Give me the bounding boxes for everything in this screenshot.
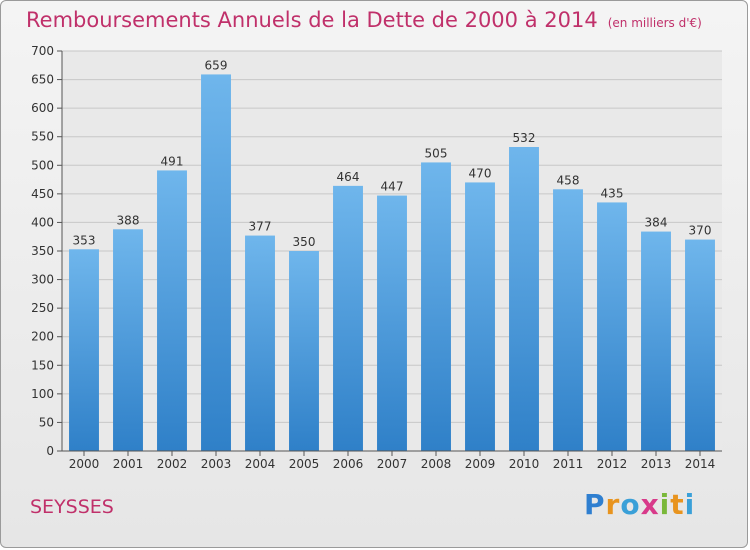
bar-value-label: 435 [601, 186, 624, 200]
bar-value-label: 447 [381, 180, 404, 194]
brand-letter: P [584, 488, 606, 521]
x-tick-label: 2010 [509, 457, 540, 471]
bar-value-label: 370 [689, 224, 712, 238]
y-tick-label: 650 [31, 73, 54, 87]
bar [201, 74, 231, 451]
x-tick-label: 2007 [377, 457, 408, 471]
bar [289, 251, 319, 451]
x-tick-label: 2003 [201, 457, 232, 471]
bar [113, 229, 143, 451]
brand-letter: t [670, 488, 685, 521]
y-tick-label: 150 [31, 358, 54, 372]
chart-unit: (en milliers d'€) [607, 16, 702, 30]
y-tick-label: 400 [31, 215, 54, 229]
proxiti-logo: Proxiti [584, 488, 695, 521]
x-tick-label: 2004 [245, 457, 276, 471]
bar [377, 195, 407, 451]
bar-value-label: 388 [117, 213, 140, 227]
x-tick-label: 2008 [421, 457, 452, 471]
bar [421, 162, 451, 451]
bar [465, 182, 495, 451]
y-tick-label: 0 [46, 444, 54, 458]
brand-letter: x [640, 488, 660, 521]
x-tick-label: 2011 [553, 457, 584, 471]
brand-letter: o [620, 488, 641, 521]
commune-name: SEYSSES [30, 496, 114, 518]
y-tick-label: 250 [31, 301, 54, 315]
brand-letter: i [684, 488, 696, 521]
bar [157, 170, 187, 451]
y-tick-label: 550 [31, 130, 54, 144]
bar-value-label: 659 [205, 58, 228, 72]
brand-letter: i [659, 488, 671, 521]
y-tick-label: 50 [39, 415, 54, 429]
x-tick-label: 2009 [465, 457, 496, 471]
bar-value-label: 505 [425, 146, 448, 160]
bar-value-label: 377 [249, 220, 272, 234]
bar [553, 189, 583, 452]
y-tick-label: 450 [31, 187, 54, 201]
x-tick-label: 2001 [113, 457, 144, 471]
y-tick-label: 350 [31, 244, 54, 258]
y-tick-label: 100 [31, 387, 54, 401]
bar-value-label: 491 [161, 154, 184, 168]
bar [685, 239, 715, 451]
bar-value-label: 384 [645, 216, 668, 230]
x-tick-label: 2005 [289, 457, 320, 471]
x-tick-label: 2000 [69, 457, 100, 471]
bar [69, 249, 99, 451]
bar [245, 235, 275, 451]
bar [333, 185, 363, 451]
x-tick-label: 2012 [597, 457, 628, 471]
x-tick-label: 2006 [333, 457, 364, 471]
y-tick-label: 500 [31, 158, 54, 172]
y-tick-label: 300 [31, 273, 54, 287]
bar-value-label: 470 [469, 166, 492, 180]
bar-value-label: 464 [337, 170, 360, 184]
bar [641, 231, 671, 451]
bar-value-label: 350 [293, 235, 316, 249]
bar [597, 202, 627, 451]
bar-value-label: 458 [557, 173, 580, 187]
y-tick-label: 600 [31, 101, 54, 115]
bar-value-label: 353 [73, 233, 96, 247]
bar-value-label: 532 [513, 131, 536, 145]
y-tick-label: 700 [31, 44, 54, 58]
brand-letter: r [605, 488, 621, 521]
y-tick-label: 200 [31, 330, 54, 344]
bar [509, 147, 539, 451]
x-tick-label: 2002 [157, 457, 188, 471]
x-tick-label: 2014 [685, 457, 716, 471]
x-tick-label: 2013 [641, 457, 672, 471]
chart-title-text: Remboursements Annuels de la Dette de 20… [26, 8, 598, 32]
chart-title: Remboursements Annuels de la Dette de 20… [26, 8, 702, 32]
